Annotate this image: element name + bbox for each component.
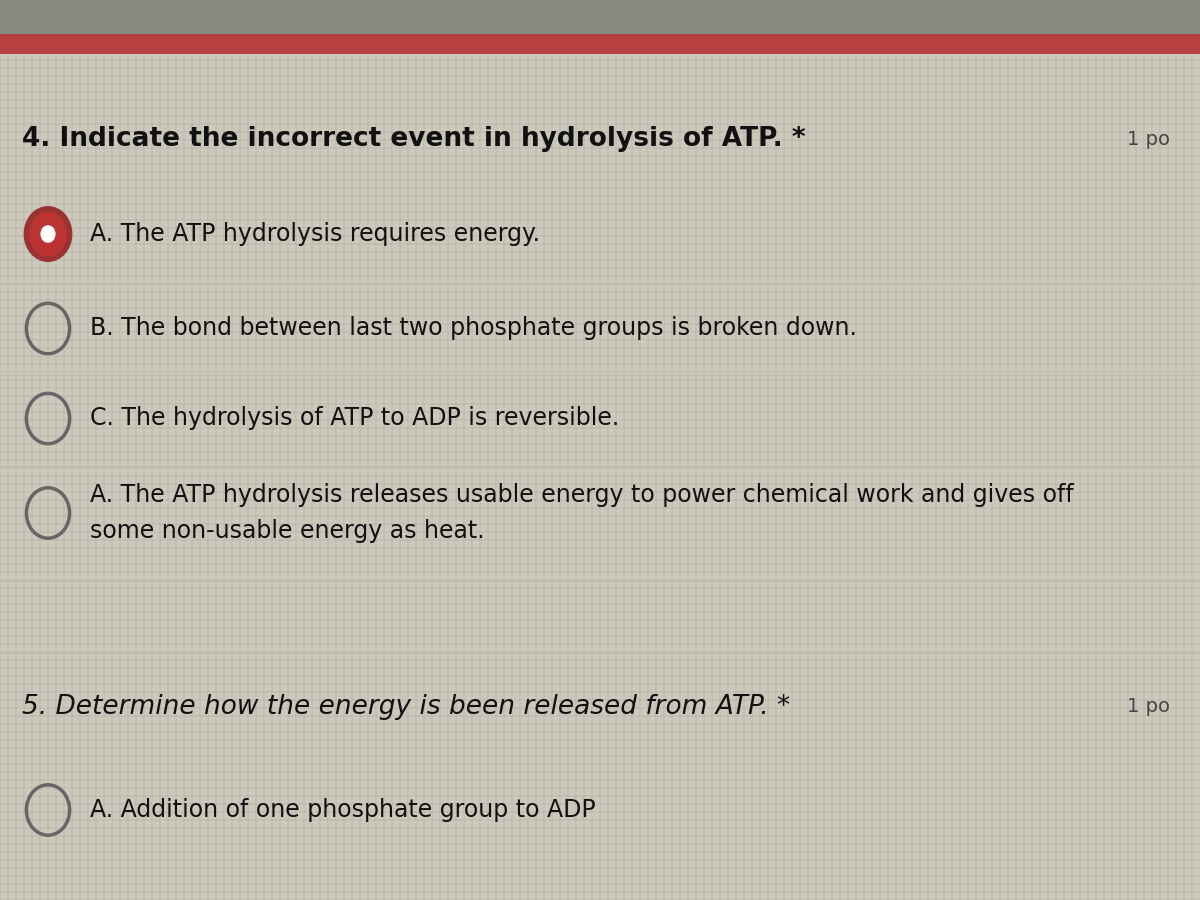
- Bar: [0, 0, 1200, 50]
- Text: A. The ATP hydrolysis releases usable energy to power chemical work and gives of: A. The ATP hydrolysis releases usable en…: [90, 483, 1074, 543]
- Text: 4. Indicate the incorrect event in hydrolysis of ATP. *: 4. Indicate the incorrect event in hydro…: [22, 127, 805, 152]
- Ellipse shape: [26, 209, 70, 259]
- Text: 5. Determine how the energy is been released from ATP. *: 5. Determine how the energy is been rele…: [22, 694, 790, 719]
- Text: A. Addition of one phosphate group to ADP: A. Addition of one phosphate group to AD…: [90, 798, 595, 822]
- Ellipse shape: [41, 225, 55, 243]
- Text: C. The hydrolysis of ATP to ADP is reversible.: C. The hydrolysis of ATP to ADP is rever…: [90, 407, 619, 430]
- Text: 1 po: 1 po: [1127, 697, 1170, 716]
- Bar: [0, 34, 1200, 54]
- Text: B. The bond between last two phosphate groups is broken down.: B. The bond between last two phosphate g…: [90, 317, 857, 340]
- Text: A. The ATP hydrolysis requires energy.: A. The ATP hydrolysis requires energy.: [90, 222, 540, 246]
- Text: 1 po: 1 po: [1127, 130, 1170, 149]
